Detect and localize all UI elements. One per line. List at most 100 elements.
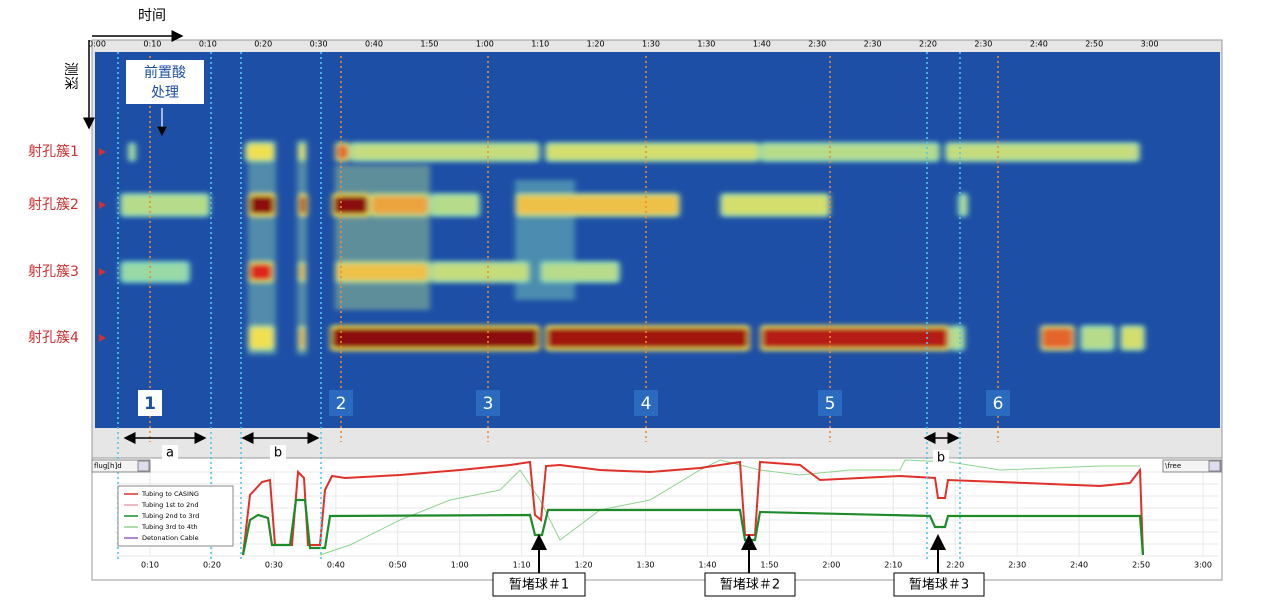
- heatmap-background: [95, 52, 1220, 428]
- legend-label: Tubing 3rd to 4th: [141, 523, 198, 531]
- top-time-label: 2:20: [919, 40, 937, 49]
- cluster-label: 射孔簇4: [28, 330, 79, 346]
- top-time-label: 2:30: [974, 40, 992, 49]
- heat-haze: [297, 140, 307, 355]
- top-time-label: 1:00: [476, 40, 494, 49]
- interval-label-box: [933, 450, 949, 466]
- cluster-marker: [99, 334, 106, 342]
- heat-core: [250, 328, 273, 348]
- top-time-label: 2:30: [864, 40, 882, 49]
- interval-label: b: [937, 451, 945, 466]
- bottom-time-label: 0:10: [141, 561, 159, 570]
- heat-core: [547, 328, 748, 348]
- top-time-label: 1:10: [531, 40, 549, 49]
- cluster-label: 射孔簇3: [28, 264, 79, 280]
- top-time-label: 0:00: [88, 40, 106, 49]
- heat-core: [952, 328, 963, 348]
- top-time-label: 1:20: [587, 40, 605, 49]
- dropdown-label: flug[h]d: [94, 462, 122, 470]
- stage-number: 5: [825, 394, 836, 414]
- legend-label: Tubing to CASING: [141, 490, 199, 498]
- heat-core: [517, 196, 678, 214]
- top-time-label: 0:10: [143, 40, 161, 49]
- heat-haze: [248, 140, 276, 355]
- heat-core: [122, 264, 188, 280]
- top-time-label: 1:30: [697, 40, 715, 49]
- heat-core: [334, 196, 368, 214]
- bottom-time-label: 0:50: [389, 561, 407, 570]
- heat-core: [1122, 328, 1143, 348]
- heat-core: [960, 196, 966, 214]
- heat-core: [122, 196, 208, 214]
- dropdown-button[interactable]: [1208, 460, 1221, 472]
- bottom-time-label: 1:40: [698, 561, 716, 570]
- depth-axis-label: 测深: [62, 62, 78, 90]
- heatmap: [120, 140, 1145, 355]
- cluster-marker: [99, 268, 106, 276]
- dropdown-button[interactable]: [137, 460, 150, 472]
- stage-box: [986, 390, 1010, 416]
- heat-core: [300, 328, 304, 348]
- plug-label-box: [704, 572, 796, 597]
- stage-box: [138, 390, 162, 416]
- top-time-label: 0:30: [310, 40, 328, 49]
- time-axis-label: 时间: [138, 8, 166, 24]
- heat-core: [547, 145, 758, 159]
- cluster-marker: [99, 148, 106, 156]
- heat-core: [762, 145, 938, 159]
- heat-core: [247, 145, 273, 159]
- dropdown[interactable]: [91, 459, 151, 473]
- stage-box: [476, 390, 500, 416]
- bottom-time-label: 2:20: [946, 561, 964, 570]
- bottom-time-label: 2:30: [1008, 561, 1026, 570]
- bottom-time-label: 2:00: [822, 561, 840, 570]
- legend-label: Tubing 1st to 2nd: [141, 501, 198, 509]
- heat-core: [1082, 328, 1113, 348]
- stage-box: [329, 390, 353, 416]
- top-time-label: 0:20: [254, 40, 272, 49]
- stage-number: 6: [993, 394, 1004, 414]
- dropdown-label: \free: [1165, 462, 1181, 470]
- bottom-time-label: 0:40: [327, 561, 345, 570]
- stage-number: 3: [483, 394, 494, 414]
- top-time-label: 1:40: [753, 40, 771, 49]
- bottom-time-label: 2:40: [1070, 561, 1088, 570]
- heat-core: [250, 196, 274, 214]
- top-time-label: 2:40: [1030, 40, 1048, 49]
- stage-box: [818, 390, 842, 416]
- bottom-time-label: 3:00: [1194, 561, 1212, 570]
- annotation-text: 前置酸: [144, 64, 186, 81]
- curve-red: [242, 460, 1144, 556]
- pressure-panel: [91, 457, 1223, 581]
- top-time-label: 3:00: [1141, 40, 1159, 49]
- plug-label-box: [492, 572, 586, 597]
- bottom-time-label: 1:30: [637, 561, 655, 570]
- plug-label: 暂堵球＃2: [720, 578, 780, 593]
- interval-label-box: [270, 445, 286, 461]
- stage-number: 2: [336, 394, 347, 414]
- annotation-text: 处理: [151, 85, 179, 101]
- heat-core: [372, 196, 428, 214]
- stage-number: 4: [641, 394, 652, 414]
- heat-core: [762, 328, 948, 348]
- legend-entries: Tubing to CASING Tubing 1st to 2nd Tubing …: [124, 490, 199, 542]
- bottom-time-label: 1:50: [760, 561, 778, 570]
- top-time-label: 0:40: [365, 40, 383, 49]
- heat-core: [337, 145, 348, 159]
- top-time-label: 0:10: [199, 40, 217, 49]
- heat-haze: [335, 165, 430, 310]
- heat-core: [1042, 328, 1073, 348]
- heat-core: [300, 145, 304, 159]
- heat-core: [332, 328, 538, 348]
- plug-label-box: [893, 572, 985, 597]
- heat-core: [722, 196, 828, 214]
- heat-core: [130, 145, 134, 159]
- heat-core: [432, 264, 528, 280]
- bottom-time-label: 0:20: [203, 561, 221, 570]
- bottom-time-label: 1:20: [575, 561, 593, 570]
- top-time-label: 2:50: [1085, 40, 1103, 49]
- top-time-label: 2:30: [808, 40, 826, 49]
- dropdown[interactable]: [1162, 459, 1222, 473]
- heat-core: [250, 264, 272, 280]
